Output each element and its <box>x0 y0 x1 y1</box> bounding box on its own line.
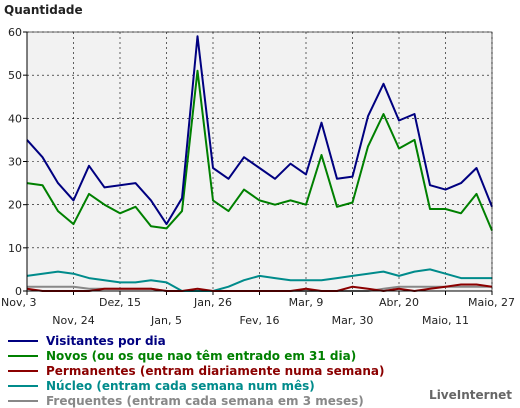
x-tick-label: Abr, 20 <box>379 296 419 309</box>
x-tick-label: Nov, 24 <box>52 314 94 327</box>
x-tick-label: Dez, 15 <box>99 296 141 309</box>
legend-item: Novos (ou os que nao têm entrado em 31 d… <box>8 348 385 363</box>
legend-item: Permanentes (entram diariamente numa sem… <box>8 363 385 378</box>
x-tick-label: Jan, 5 <box>150 314 182 327</box>
brand-label: LiveInternet <box>429 388 512 402</box>
y-tick-label: 50 <box>8 69 22 82</box>
x-tick-label: Maio, 27 <box>468 296 515 309</box>
legend-label: Novos (ou os que nao têm entrado em 31 d… <box>46 349 356 363</box>
y-tick-label: 30 <box>8 156 22 169</box>
legend-swatch <box>8 370 38 372</box>
legend-swatch <box>8 400 38 402</box>
x-tick-label: Mar, 30 <box>332 314 374 327</box>
x-tick-label: Nov, 3 <box>1 296 36 309</box>
legend-item: Núcleo (entram cada semana num mês) <box>8 378 385 393</box>
legend-swatch <box>8 340 38 342</box>
legend-label: Permanentes (entram diariamente numa sem… <box>46 364 385 378</box>
legend-swatch <box>8 385 38 387</box>
y-tick-label: 60 <box>8 26 22 39</box>
legend-label: Visitantes por dia <box>46 334 166 348</box>
legend-item: Visitantes por dia <box>8 333 385 348</box>
y-tick-label: 10 <box>8 242 22 255</box>
legend-item: Frequentes (entram cada semana em 3 mese… <box>8 393 385 408</box>
legend-swatch <box>8 355 38 357</box>
legend-label: Núcleo (entram cada semana num mês) <box>46 379 315 393</box>
legend: Visitantes por dia Novos (ou os que nao t… <box>8 333 385 408</box>
x-tick-label: Fev, 16 <box>240 314 280 327</box>
x-tick-label: Jan, 26 <box>193 296 232 309</box>
legend-label: Frequentes (entram cada semana em 3 mese… <box>46 394 364 408</box>
x-tick-label: Maio, 11 <box>422 314 469 327</box>
x-tick-label: Mar, 9 <box>289 296 324 309</box>
y-tick-label: 40 <box>8 112 22 125</box>
y-tick-label: 20 <box>8 199 22 212</box>
